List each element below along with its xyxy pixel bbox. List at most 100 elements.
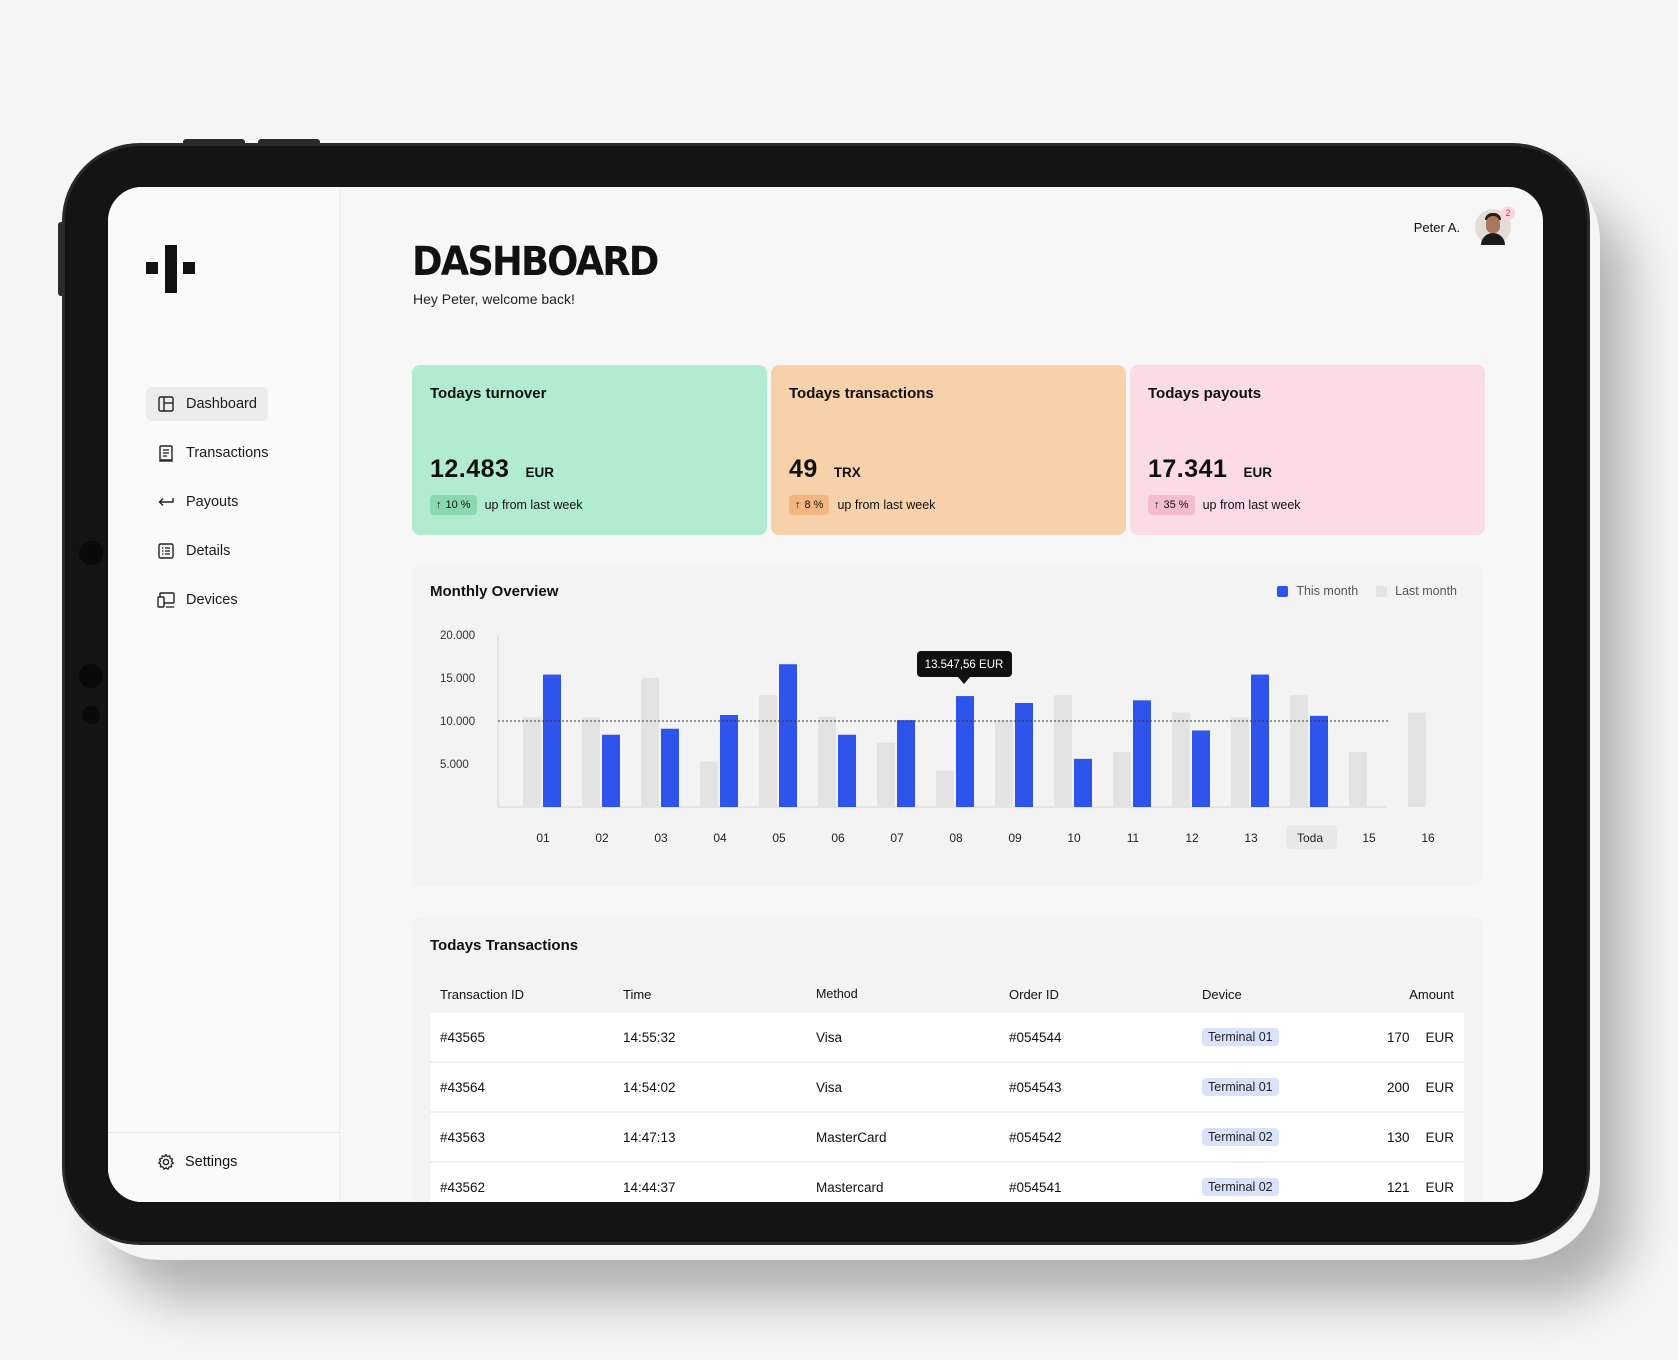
sidebar-item-label: Transactions bbox=[186, 445, 269, 461]
payouts-card[interactable]: Todays payouts 17.341 EUR ↑ 35 % up from … bbox=[1130, 365, 1485, 535]
legend-item-last-month[interactable]: Last month bbox=[1376, 584, 1457, 598]
amount-cell: 121 EUR bbox=[1352, 1180, 1464, 1195]
x-tick-label: 06 bbox=[831, 831, 845, 845]
bar-this-month bbox=[1251, 674, 1269, 807]
bar-last-month bbox=[1290, 695, 1308, 807]
camera-icon bbox=[79, 664, 103, 688]
y-tick-label: 10.000 bbox=[440, 716, 475, 728]
card-value: 49 TRX bbox=[789, 455, 861, 484]
legend-label: Last month bbox=[1395, 584, 1457, 598]
legend-swatch bbox=[1376, 585, 1388, 597]
y-tick-label: 20.000 bbox=[440, 630, 475, 642]
change-value: 35 % bbox=[1163, 499, 1189, 511]
legend-label: This month bbox=[1296, 584, 1359, 598]
order-id: #054543 bbox=[1009, 1079, 1062, 1095]
chart-tooltip-pointer bbox=[958, 677, 970, 684]
card-unit: TRX bbox=[833, 465, 861, 480]
table-row[interactable]: #43565 14:55:32 Visa #054544 Terminal 01 170 E… bbox=[430, 1013, 1464, 1063]
card-value: 12.483 EUR bbox=[430, 455, 554, 484]
column-header[interactable]: Time bbox=[623, 986, 652, 1002]
x-tick-label: 07 bbox=[890, 831, 904, 845]
bar-last-month bbox=[700, 761, 718, 807]
x-tick-label: 12 bbox=[1185, 831, 1199, 845]
change-value: 8 % bbox=[804, 499, 824, 511]
x-tick-label: 05 bbox=[772, 831, 786, 845]
change-text: up from last week bbox=[484, 498, 583, 512]
change-text: up from last week bbox=[837, 498, 936, 512]
table-row[interactable]: #43562 14:44:37 Mastercard #054541 Terminal … bbox=[430, 1163, 1464, 1202]
sidebar: Dashboard Transactions Payouts Details bbox=[108, 187, 340, 1202]
device-cell: Terminal 02 bbox=[1202, 1178, 1352, 1196]
legend-item-this-month[interactable]: This month bbox=[1277, 584, 1358, 598]
chart-title: Monthly Overview bbox=[430, 583, 559, 600]
notification-badge: 2 bbox=[1501, 206, 1515, 220]
bar-last-month bbox=[1408, 712, 1426, 807]
app-screen: Dashboard Transactions Payouts Details bbox=[108, 187, 1543, 1202]
brand-logo[interactable] bbox=[146, 245, 198, 293]
chart-tooltip-text: 13.547,56 EUR bbox=[925, 659, 1004, 671]
device-badge: Terminal 01 bbox=[1202, 1028, 1279, 1046]
order-id: #054544 bbox=[1009, 1029, 1062, 1045]
bar-chart[interactable]: 20.000 15.000 10.000 5.000 01 02 03 04 05 06 07 08 0… bbox=[412, 563, 1483, 886]
sidebar-item-dashboard[interactable]: Dashboard bbox=[146, 387, 268, 421]
bar-last-month bbox=[1172, 712, 1190, 807]
sidebar-item-transactions[interactable]: Transactions bbox=[146, 436, 279, 470]
bar-this-month bbox=[602, 734, 620, 807]
sidebar-item-details[interactable]: Details bbox=[146, 534, 241, 568]
table-header: Transaction ID Time Method Order ID Devi… bbox=[430, 975, 1464, 1013]
transaction-method: Visa bbox=[816, 1079, 843, 1095]
turnover-card[interactable]: Todays turnover 12.483 EUR ↑ 10 % up from… bbox=[412, 365, 767, 535]
device-badge: Terminal 01 bbox=[1202, 1078, 1279, 1096]
receipt-icon bbox=[157, 444, 175, 462]
column-header[interactable]: Device bbox=[1202, 986, 1242, 1002]
change-text: up from last week bbox=[1202, 498, 1301, 512]
bar-this-month bbox=[838, 734, 856, 807]
user-name: Peter A. bbox=[1413, 219, 1460, 235]
column-header[interactable]: Transaction ID bbox=[440, 986, 525, 1002]
sidebar-item-devices[interactable]: Devices bbox=[146, 583, 249, 617]
y-tick-label: 5.000 bbox=[440, 759, 469, 771]
transactions-card[interactable]: Todays transactions 49 TRX ↑ 8 % up from … bbox=[771, 365, 1126, 535]
card-change: ↑ 8 % up from last week bbox=[789, 495, 935, 515]
bar-last-month bbox=[1231, 717, 1249, 807]
sidebar-item-label: Payouts bbox=[186, 494, 239, 510]
y-tick-label: 15.000 bbox=[440, 673, 475, 685]
device-cell: Terminal 01 bbox=[1202, 1028, 1352, 1046]
bar-this-month bbox=[661, 728, 679, 807]
table-row[interactable]: #43564 14:54:02 Visa #054543 Terminal 01 200 E… bbox=[430, 1063, 1464, 1113]
card-unit: EUR bbox=[525, 465, 554, 480]
amount-cell: 170 EUR bbox=[1352, 1030, 1464, 1045]
column-header[interactable]: Order ID bbox=[1009, 986, 1059, 1002]
change-pill: ↑ 35 % bbox=[1148, 495, 1195, 515]
bar-last-month bbox=[818, 716, 836, 807]
amount-cell: 130 EUR bbox=[1352, 1130, 1464, 1145]
bar-last-month bbox=[641, 678, 659, 807]
devices-icon bbox=[157, 591, 175, 609]
change-pill: ↑ 10 % bbox=[430, 495, 477, 515]
arrow-up-icon: ↑ bbox=[795, 499, 801, 511]
amount-currency: EUR bbox=[1425, 1129, 1454, 1145]
main-content: DASHBOARD Hey Peter, welcome back! Peter… bbox=[340, 187, 1543, 1202]
bar-last-month bbox=[877, 742, 895, 807]
bar-this-month bbox=[1015, 702, 1033, 807]
amount-currency: EUR bbox=[1425, 1079, 1454, 1095]
device-badge: Terminal 02 bbox=[1202, 1128, 1279, 1146]
x-tick-label: 10 bbox=[1067, 831, 1081, 845]
column-header[interactable]: Method bbox=[816, 987, 858, 1001]
bar-this-month bbox=[1192, 730, 1210, 807]
amount-cell: 200 EUR bbox=[1352, 1080, 1464, 1095]
avatar[interactable]: 2 bbox=[1475, 206, 1515, 245]
amount-value: 170 bbox=[1386, 1029, 1410, 1045]
user-menu[interactable]: Peter A. 2 bbox=[1413, 206, 1515, 245]
column-header[interactable]: Amount bbox=[1409, 986, 1454, 1002]
device-cell: Terminal 01 bbox=[1202, 1078, 1352, 1096]
table-row[interactable]: #43563 14:47:13 MasterCard #054542 Terminal … bbox=[430, 1113, 1464, 1163]
x-tick-label: 01 bbox=[536, 831, 550, 845]
card-number: 12.483 bbox=[430, 455, 510, 483]
card-title: Todays transactions bbox=[789, 385, 934, 402]
sidebar-item-payouts[interactable]: Payouts bbox=[146, 485, 249, 519]
settings-button[interactable]: Settings bbox=[157, 1153, 237, 1171]
settings-label: Settings bbox=[185, 1154, 238, 1170]
sidebar-item-label: Devices bbox=[186, 592, 238, 608]
todays-transactions-card: Todays Transactions Transaction ID Time … bbox=[412, 917, 1483, 1202]
